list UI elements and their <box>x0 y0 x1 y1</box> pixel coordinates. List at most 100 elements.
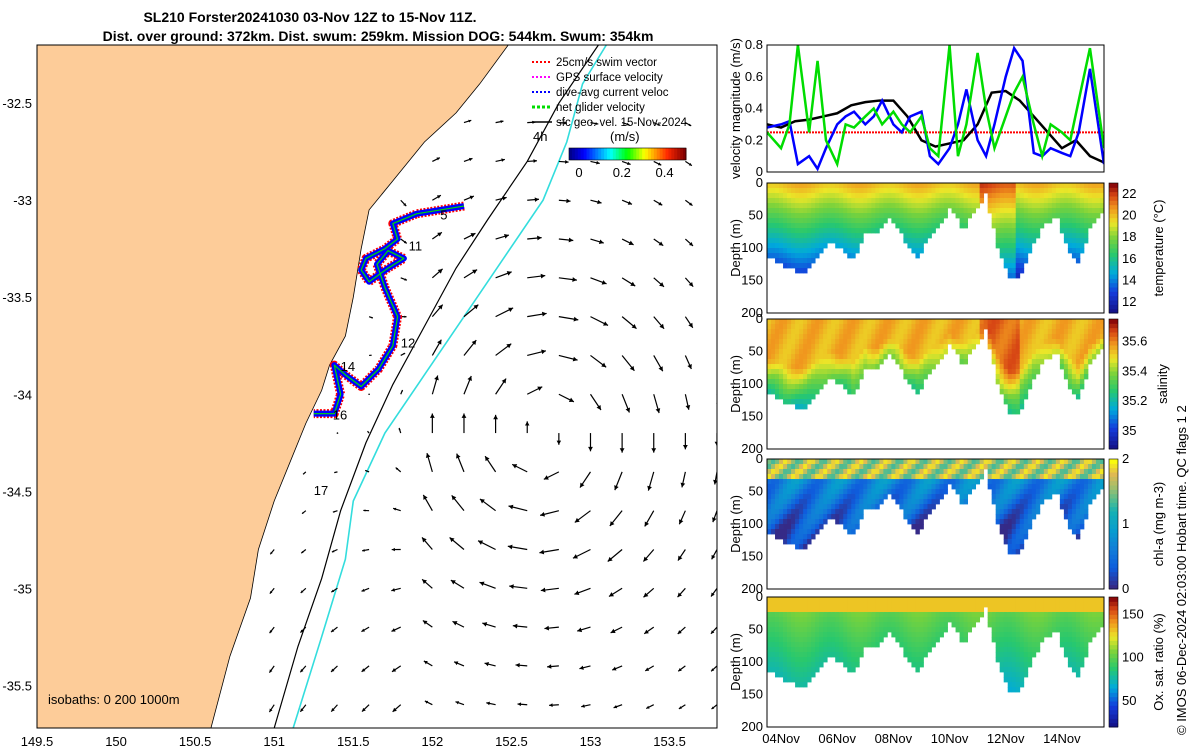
heatmap-cell <box>767 379 772 385</box>
vector-arrow <box>361 704 370 713</box>
heatmap-cell <box>1035 193 1041 199</box>
heatmap-cell <box>1047 339 1053 345</box>
heatmap-cell <box>803 479 808 485</box>
heatmap-cell <box>887 208 892 214</box>
heatmap-cell <box>771 329 776 335</box>
vector-head <box>361 707 366 712</box>
heatmap-cell <box>803 248 808 254</box>
vector-arrow <box>302 471 307 475</box>
heatmap-cell <box>1059 349 1065 355</box>
heatmap-cell <box>791 203 796 209</box>
heatmap-cell <box>859 218 864 224</box>
heatmap-cell <box>1011 647 1017 653</box>
heatmap-cell <box>851 389 856 395</box>
heatmap-cell <box>775 494 780 500</box>
heatmap-cell <box>807 504 812 510</box>
heatmap-cell <box>1007 632 1013 638</box>
heatmap-cell <box>771 494 776 500</box>
heatmap-cell <box>835 374 840 380</box>
heatmap-cell <box>1051 319 1057 325</box>
heatmap-cell <box>803 379 808 385</box>
heatmap-cell <box>775 519 780 525</box>
heatmap-cell <box>867 459 872 465</box>
heatmap-cell <box>875 617 880 623</box>
heatmap-cell <box>911 349 916 355</box>
heatmap-cell <box>843 349 848 355</box>
heatmap-cell <box>815 183 820 189</box>
heatmap-cell <box>923 228 928 234</box>
heatmap-cell <box>1003 479 1009 485</box>
heatmap-cell <box>923 344 928 350</box>
heatmap-cell <box>1011 253 1017 259</box>
heatmap-cell <box>1043 183 1049 189</box>
heatmap-cell <box>943 208 948 214</box>
heatmap-cell <box>911 243 916 249</box>
heatmap-cell <box>1075 514 1081 520</box>
heatmap-cell <box>963 349 968 355</box>
heatmap-cell <box>963 464 968 470</box>
heatmap-cell <box>1027 617 1033 623</box>
heatmap-cell <box>819 339 824 345</box>
heatmap-cell <box>987 329 993 335</box>
heatmap-cell <box>803 334 808 340</box>
heatmap-cell <box>859 489 864 495</box>
heatmap-cell <box>1035 369 1041 375</box>
heatmap-cell <box>883 484 888 490</box>
heatmap-cell <box>951 339 956 345</box>
heatmap-cell <box>1039 602 1045 608</box>
heatmap-cell <box>1087 602 1093 608</box>
heatmap-cell <box>827 359 832 365</box>
heatmap-cell <box>963 494 968 500</box>
heatmap-cell <box>1007 339 1013 345</box>
heatmap-cell <box>851 198 856 204</box>
heatmap-cell <box>1095 464 1101 470</box>
heatmap-cell <box>783 534 788 540</box>
heatmap-cell <box>1011 677 1017 683</box>
heatmap-cell <box>927 334 932 340</box>
heatmap-cell <box>771 622 776 628</box>
vector-head <box>577 627 583 633</box>
heatmap-cell <box>995 479 1001 485</box>
heatmap-cell <box>859 213 864 219</box>
heatmap-cell <box>799 504 804 510</box>
heatmap-cell <box>903 597 908 603</box>
vector-head <box>331 629 335 633</box>
heatmap-cell <box>875 183 880 189</box>
heatmap-cell <box>919 188 924 194</box>
heatmap-cell <box>915 474 920 480</box>
heatmap-cell <box>1099 319 1105 325</box>
heatmap-cell <box>999 213 1005 219</box>
vector-head <box>434 375 439 381</box>
vector-head <box>574 590 580 596</box>
heatmap-cell <box>959 474 964 480</box>
heatmap-cell <box>823 359 828 365</box>
heatmap-cell <box>855 379 860 385</box>
heatmap-cell <box>767 602 772 608</box>
heatmap-cell <box>1079 238 1085 244</box>
heatmap-cell <box>807 399 812 405</box>
heatmap-cell <box>1071 642 1077 648</box>
heatmap-cell <box>807 339 812 345</box>
vector-head <box>449 537 455 543</box>
heatmap-cell <box>1023 617 1029 623</box>
heatmap-cell <box>1083 228 1089 234</box>
heatmap-cell <box>835 344 840 350</box>
heatmap-cell <box>923 203 928 209</box>
heatmap-cell <box>807 193 812 199</box>
heatmap-cell <box>1063 238 1069 244</box>
heatmap-cell <box>779 324 784 330</box>
vector-head <box>539 549 545 555</box>
heatmap-cell <box>1031 198 1037 204</box>
heatmap-cell <box>1071 364 1077 370</box>
heatmap-cell <box>775 218 780 224</box>
heatmap-cell <box>903 484 908 490</box>
heatmap-cell <box>819 499 824 505</box>
heatmap-cell <box>967 329 973 335</box>
heatmap-cell <box>1015 597 1021 603</box>
velocity-y-tick: 0.8 <box>745 37 763 52</box>
heatmap-cell <box>791 617 796 623</box>
heatmap-cell <box>827 339 832 345</box>
heatmap-cell <box>903 369 908 375</box>
heatmap-cell <box>771 514 776 520</box>
